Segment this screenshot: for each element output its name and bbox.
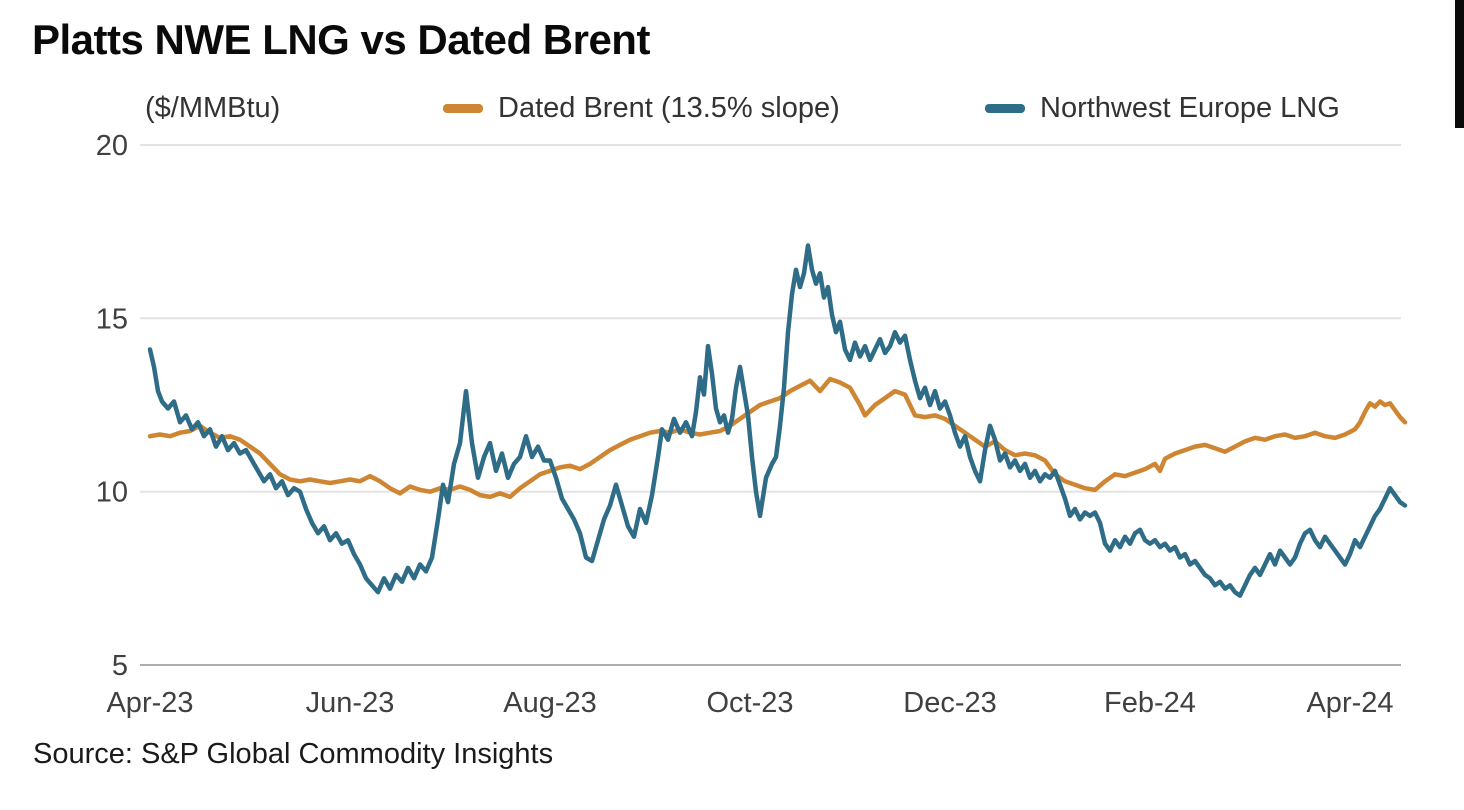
legend-item-dated-brent: Dated Brent (13.5% slope) [443, 92, 840, 125]
y-axis-tick-label: 20 [96, 130, 128, 162]
nwe-lng-legend-swatch-icon [985, 104, 1025, 113]
x-axis-tick-label: Aug-23 [503, 687, 597, 719]
y-axis-unit-label: ($/MMBtu) [145, 92, 281, 124]
x-axis-tick-label: Feb-24 [1104, 687, 1196, 719]
x-axis-tick-label: Apr-23 [106, 687, 193, 719]
source-note: Source: S&P Global Commodity Insights [33, 738, 554, 770]
right-edge-artifact [1455, 0, 1464, 128]
y-axis-tick-label: 10 [96, 477, 128, 509]
series-line-dated-brent [147, 376, 1408, 500]
series-line-nwe-lng [147, 243, 1408, 598]
x-axis-tick-label: Jun-23 [306, 687, 395, 719]
y-axis-tick-label: 15 [96, 303, 128, 335]
y-axis-tick-label: 5 [112, 650, 128, 682]
x-axis-tick-label: Apr-24 [1306, 687, 1393, 719]
x-axis-tick-label: Oct-23 [706, 687, 793, 719]
x-axis-tick-label: Dec-23 [903, 687, 997, 719]
legend-item-nwe-lng: Northwest Europe LNG [985, 92, 1340, 125]
chart-title: Platts NWE LNG vs Dated Brent [32, 16, 650, 63]
dated-brent-legend-swatch-icon [443, 104, 483, 113]
legend-label-dated-brent: Dated Brent (13.5% slope) [498, 92, 840, 124]
legend-label-nwe-lng: Northwest Europe LNG [1040, 92, 1340, 124]
